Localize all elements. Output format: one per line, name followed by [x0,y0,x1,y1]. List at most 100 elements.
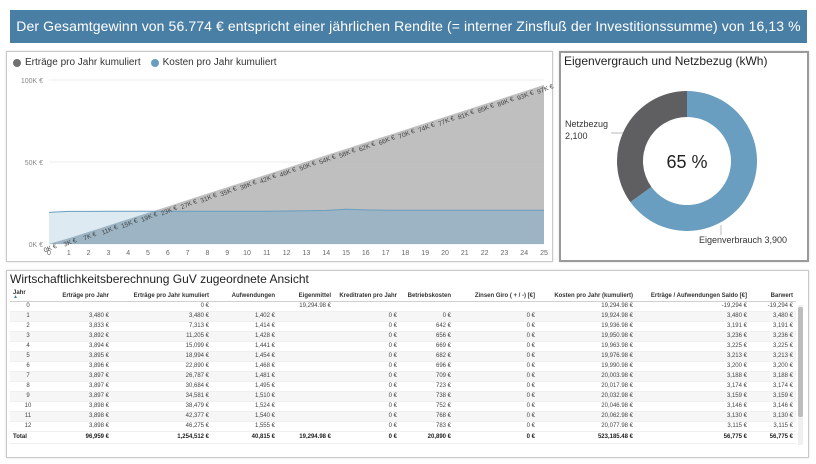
table-cell: 3,188 € [750,371,796,382]
table-cell: 19,936.98 € [538,321,636,332]
table-cell [278,371,334,382]
column-header[interactable]: Eigenmittel [278,287,334,302]
total-cell: 96,959 € [46,430,112,444]
table-row[interactable]: 8 3,897 €30,684 €1,495 €0 €723 €0 €20,017… [10,381,796,392]
table-row[interactable]: 3 3,892 €11,205 €1,428 €0 €656 €0 €19,950… [10,331,796,342]
table-cell: 1,428 € [212,331,278,342]
data-label: 97K € [536,83,554,96]
table-cell [278,421,334,432]
table-row[interactable]: 7 3,897 €26,787 €1,481 €0 €709 €0 €20,003… [10,371,796,382]
table-cell: 0 € [454,361,538,372]
table-cell: 3,146 € [750,401,796,412]
x-tick-label: 22 [481,250,489,257]
table-cell: 3,159 € [750,391,796,402]
x-tick-label: 19 [421,250,429,257]
x-tick-label: 2 [87,250,91,257]
table-cell: 3,898 € [46,411,112,422]
table-row[interactable]: 10 3,898 €38,479 €1,524 €0 €752 €0 €20,04… [10,401,796,412]
table-cell: 34,581 € [112,391,212,402]
table-row[interactable]: 11 3,898 €42,377 €1,540 €0 €768 €0 €20,06… [10,411,796,422]
table-cell: 3,200 € [636,361,750,372]
table-cell: 3,146 € [636,401,750,412]
column-header[interactable]: Aufwendungen [212,287,278,302]
table-cell: 1,555 € [212,421,278,432]
table-cell: 3,191 € [636,321,750,332]
table-cell [278,341,334,352]
column-header[interactable]: Betriebskosten [400,287,454,302]
summary-banner: Der Gesamtgewinn von 56.774 € entspricht… [10,10,807,67]
table-cell: 1 [10,311,46,322]
column-header[interactable]: Zinsen Giro ( + / -) [€] [454,287,538,302]
legend-item-costs[interactable]: Kosten pro Jahr kumuliert [150,57,277,68]
table-cell: 19,990.98 € [538,361,636,372]
table-cell: 20,077.98 € [538,421,636,432]
self-consumption-donut-chart: 65 % Netzbezug 2,100 Eigenverbrauch 3,900 [565,91,787,245]
table-cell [278,411,334,422]
total-cell: 40,815 € [212,430,278,444]
table-row[interactable]: 4 3,894 €15,099 €1,441 €0 €669 €0 €19,963… [10,341,796,352]
table-cell: 0 € [334,411,400,422]
table-cell: 768 € [400,411,454,422]
total-cell: 20,890 € [400,430,454,444]
legend-label-returns: Erträge pro Jahr kumuliert [25,57,141,68]
table-cell: 1,402 € [212,311,278,322]
table-cell: 1,481 € [212,371,278,382]
table-cell [46,301,112,312]
table-cell: 3,480 € [750,311,796,322]
legend-marker-returns [13,58,21,67]
table-row[interactable]: 5 3,895 €18,994 €1,454 €0 €682 €0 €19,976… [10,351,796,362]
column-header[interactable]: Erträge pro Jahr [46,287,112,302]
table-cell: 19,294.98 € [278,301,334,312]
table-cell: 3,236 € [636,331,750,342]
donut-slice-self-consumption[interactable] [630,91,757,232]
column-header[interactable]: Erträge / Aufwendungen Saldo [€] [636,287,750,302]
table-header-row: Jahr ▲ Erträge pro Jahr Erträge pro Jahr ku… [10,287,796,302]
table-cell: 20,032.98 € [538,391,636,402]
column-header[interactable]: Jahr ▲ [10,287,46,302]
table-cell: 682 € [400,351,454,362]
table-cell: 9 [10,391,46,402]
table-total-row: Total 96,959 €1,254,512 €40,815 €19,294.9… [10,430,796,444]
table-scroll-area[interactable]: Jahr ▲ Erträge pro Jahr Erträge pro Jahr ku… [10,287,796,457]
total-cell: 19,294.98 € [278,430,334,444]
table-row[interactable]: 9 3,897 €34,581 €1,510 €0 €738 €0 €20,032… [10,391,796,402]
table-cell: 0 € [454,321,538,332]
table-cell: 15,099 € [112,341,212,352]
total-cell: Total [10,430,46,444]
table-cell: 3,174 € [750,381,796,392]
donut-slice-grid-import[interactable] [617,91,687,203]
table-cell: 656 € [400,331,454,342]
table-cell: 0 € [334,381,400,392]
column-header[interactable]: Kosten pro Jahr (kumuliert) [538,287,636,302]
table-cell: 0 € [334,371,400,382]
table-scrollbar-thumb[interactable] [798,307,803,417]
table-cell: 3,159 € [636,391,750,402]
table-cell: 3,115 € [750,421,796,432]
table-row[interactable]: 12 3,898 €46,275 €1,555 €0 €783 €0 €20,07… [10,421,796,432]
table-cell: 19,976.98 € [538,351,636,362]
y-tick-label: 50K € [25,160,43,167]
profitability-table-card: Wirtschaftlichkeitsberechnung GuV zugeor… [6,270,809,458]
table-cell [400,301,454,312]
data-label: 3K € [63,237,78,249]
donut-title: Eigenvergrauch und Netzbezug (kWh) [564,54,768,68]
column-header[interactable]: Barwert [750,287,796,302]
table-cell: 1,468 € [212,361,278,372]
column-header[interactable]: Kreditraten pro Jahr [334,287,400,302]
table-cell: 19,924.98 € [538,311,636,322]
series-area-returns[interactable] [49,84,544,244]
legend-marker-costs [150,58,159,67]
chart-legend: Erträge pro Jahr kumuliert Kosten pro Ja… [13,57,277,68]
total-cell: 1,254,512 € [112,430,212,444]
table-cell: 1,524 € [212,401,278,412]
table-row[interactable]: 2 3,833 €7,313 €1,414 €0 €642 €0 €19,936.… [10,321,796,332]
legend-item-returns[interactable]: Erträge pro Jahr kumuliert [13,57,141,68]
table-cell: 3,200 € [750,361,796,372]
table-row[interactable]: 6 3,896 €22,890 €1,468 €0 €696 €0 €19,990… [10,361,796,372]
table-cell: 0 € [334,361,400,372]
table-cell [278,361,334,372]
column-header[interactable]: Erträge pro Jahr kumuliert [112,287,212,302]
table-row[interactable]: 1 3,480 €3,480 €1,402 €0 €0 €0 €19,924.98… [10,311,796,322]
